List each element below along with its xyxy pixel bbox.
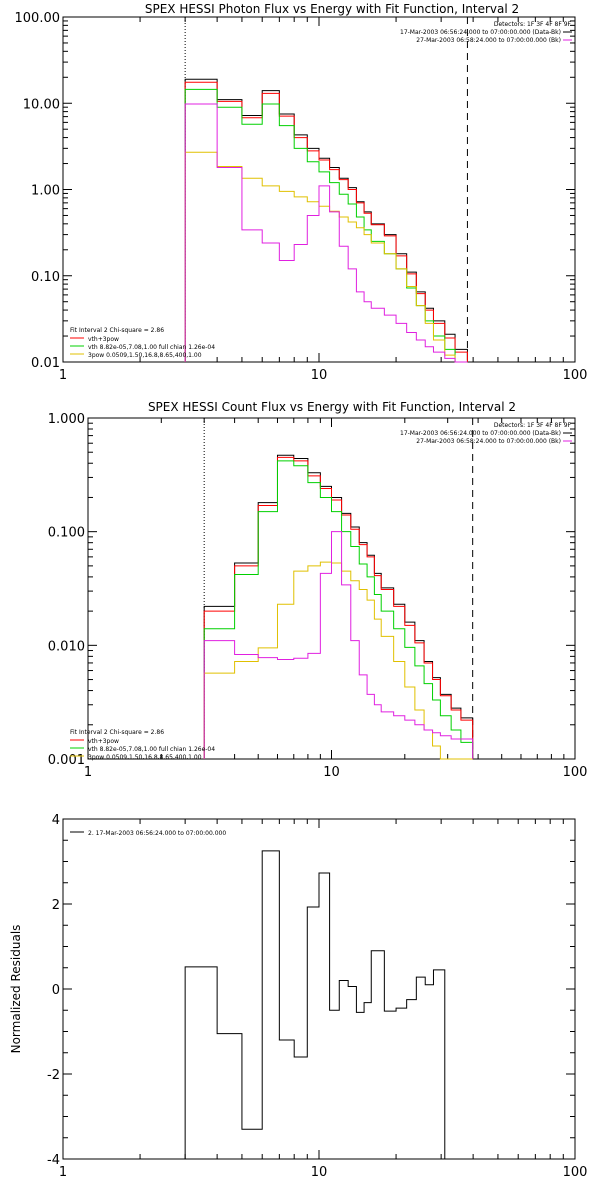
reference-lines	[184, 17, 468, 362]
y-tick-label: 0.010	[48, 639, 85, 654]
header-line: 27-Mar-2003 06:58:24.000 to 07:00:00.000…	[416, 37, 561, 44]
series-line-4	[203, 531, 474, 759]
x-tick-label: 1	[59, 368, 67, 383]
x-tick-label: 100	[563, 368, 588, 383]
x-tick-label: 10	[323, 765, 340, 780]
chart-title: SPEX HESSI Photon Flux vs Energy with Fi…	[145, 2, 519, 16]
legend: Fit Interval 2 Chi-square = 2.86 vth+3po…	[70, 729, 215, 761]
y-tick-label: 0.10	[31, 270, 60, 285]
y-tick-label: 0.001	[48, 753, 85, 768]
series-line-0	[184, 850, 446, 1159]
y-tick-label: 1.00	[31, 184, 60, 199]
axis-ticks: 1 10 100 0.001 0.010 0.100 1.000	[48, 412, 588, 780]
legend-line: vth 8.82e-05,7.08,1.00 full chian 1.26e-…	[88, 344, 215, 351]
header-line: Detectors: 1F 3F 4F 8F 9F	[494, 21, 572, 28]
y-axis-label: Normalized Residuals	[9, 925, 23, 1054]
x-tick-label: 1	[84, 765, 92, 780]
header-line: 27-Mar-2003 06:58:24.000 to 07:00:00.000…	[416, 438, 561, 445]
y-tick-label: 4	[52, 813, 60, 828]
plot-frame	[87, 417, 576, 760]
header-line: Detectors: 1F 3F 4F 8F 9F	[494, 422, 572, 429]
y-tick-label: -4	[47, 1153, 60, 1168]
series-line-1	[184, 81, 468, 362]
header-line: 17-Mar-2003 06:56:24.000 to 07:00:00.000…	[400, 29, 561, 36]
legend-line: vth 8.82e-05,7.08,1.00 full chian 1.26e-…	[88, 746, 215, 753]
series-line-3	[203, 561, 473, 760]
legend: 2. 17-Mar-2003 06:56:24.000 to 07:00:00.…	[70, 830, 226, 837]
legend-line: 3pow 0.0509,1.50,16.8,8.65,400,1.00	[88, 352, 202, 359]
plot-frame	[62, 818, 576, 1160]
series-line-1	[203, 456, 474, 759]
legend-line: Fit Interval 2 Chi-square = 2.86	[70, 729, 164, 736]
x-tick-label: 10	[311, 368, 328, 383]
legend-line: vth+3pow	[88, 336, 119, 343]
header-text: Detectors: 1F 3F 4F 8F 9F 17-Mar-2003 06…	[400, 422, 572, 445]
series-line-0	[203, 454, 474, 759]
reference-lines	[203, 418, 474, 759]
legend: Fit Interval 2 Chi-square = 2.86 vth+3po…	[70, 327, 215, 359]
y-tick-label: 2	[52, 898, 60, 913]
x-tick-label: 1	[59, 1165, 67, 1180]
chart-title: SPEX HESSI Count Flux vs Energy with Fit…	[148, 400, 516, 414]
series-line-2	[203, 460, 474, 759]
legend-line: Fit Interval 2 Chi-square = 2.86	[70, 327, 164, 334]
series-group	[203, 454, 474, 760]
legend-line: 2. 17-Mar-2003 06:56:24.000 to 07:00:00.…	[88, 830, 226, 837]
legend-line: vth+3pow	[88, 738, 119, 745]
y-tick-label: 100.00	[15, 11, 61, 26]
photon-flux-panel: SPEX HESSI Photon Flux vs Energy with Fi…	[15, 2, 588, 383]
count-flux-panel: SPEX HESSI Count Flux vs Energy with Fit…	[48, 400, 588, 780]
axis-ticks: 1 10 100 -4 -2 0 2 4	[47, 813, 587, 1180]
series-line-3	[184, 151, 468, 363]
series-line-4	[184, 103, 468, 363]
y-tick-label: 0.01	[31, 356, 60, 371]
y-tick-label: 0	[52, 983, 60, 998]
x-tick-label: 100	[563, 765, 588, 780]
y-tick-label: 1.000	[48, 412, 85, 427]
series-group	[184, 78, 468, 363]
header-text: Detectors: 1F 3F 4F 8F 9F 17-Mar-2003 06…	[400, 21, 572, 44]
residuals-panel: Normalized Residuals 1 10 100 -4 -2 0 2 4 2. 17…	[9, 813, 587, 1180]
y-tick-label: 10.00	[23, 97, 60, 112]
series-group	[184, 850, 446, 1159]
y-tick-label: 0.100	[48, 526, 85, 541]
y-tick-label: -2	[47, 1068, 60, 1083]
legend-line: 3pow 0.0509,1.50,16.8,8.65,400,1.00	[88, 754, 202, 761]
x-tick-label: 100	[563, 1165, 588, 1180]
header-line: 17-Mar-2003 06:56:24.000 to 07:00:00.000…	[400, 430, 561, 437]
axis-ticks: 1 10 100 0.01 0.10 1.00 10.00 100.00	[15, 11, 588, 383]
x-tick-label: 10	[311, 1165, 328, 1180]
